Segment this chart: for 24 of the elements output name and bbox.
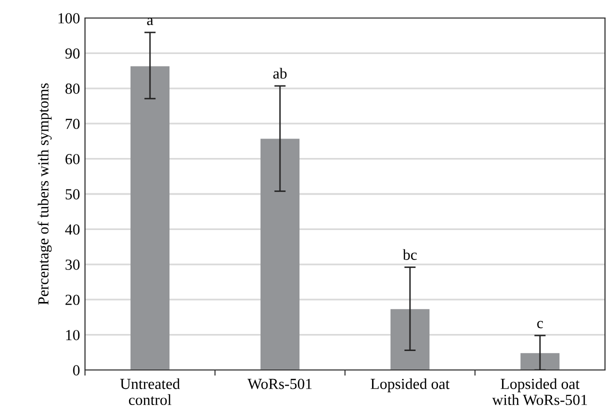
y-tick-label: 100 <box>58 13 80 24</box>
bar <box>130 66 170 370</box>
x-tick-label: Untreated control <box>120 378 180 406</box>
y-tick-label: 80 <box>65 84 80 94</box>
y-tick-label: 30 <box>66 260 80 270</box>
x-tick-label: Lopsided oat with WoRs-501 <box>492 378 587 406</box>
y-tick-label: 20 <box>66 294 80 306</box>
annotation: c <box>537 320 543 328</box>
y-tick-label: 40 <box>65 224 80 235</box>
y-tick-label: 60 <box>66 154 80 164</box>
y-tick-label: 70 <box>66 118 80 130</box>
annotation: bc <box>402 249 417 260</box>
y-tick-label: 50 <box>66 189 80 200</box>
annotation: a <box>147 18 154 26</box>
annotation: ab <box>273 68 287 79</box>
y-tick-label: 0 <box>73 365 80 376</box>
y-axis-title: Percentage of tubers with symptoms <box>38 83 52 305</box>
y-tick-label: 10 <box>66 330 80 340</box>
x-tick-label: Lopsided oat <box>370 378 450 392</box>
x-tick-label: WoRs-501 <box>248 378 312 390</box>
bar <box>390 309 430 370</box>
bar <box>520 353 560 370</box>
y-tick-label: 90 <box>65 48 80 59</box>
bar <box>260 138 300 370</box>
